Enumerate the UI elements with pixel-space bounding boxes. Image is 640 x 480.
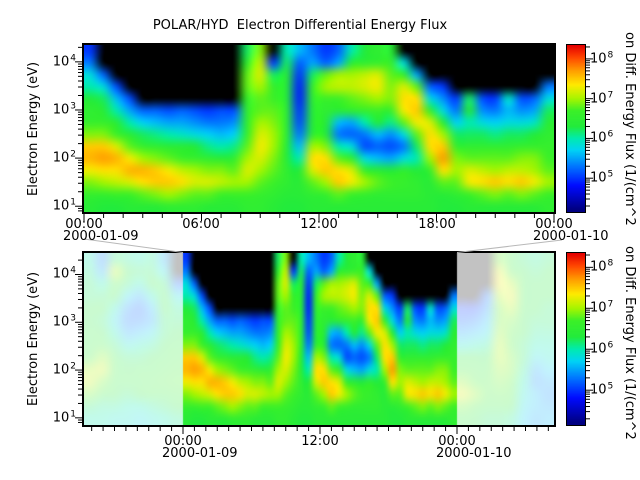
x-axis-date: 2000-01-10 [533,229,609,244]
y-tick-label: 102 [52,149,76,166]
y-tick-label: 103 [52,101,76,118]
colorbar-tick-label: 108 [590,50,614,67]
colorbar-tick-label: 107 [590,299,614,316]
x-axis-date: 2000-01-10 [436,446,512,461]
x-axis-date: 2000-01-09 [63,229,139,244]
x-tick-label: 12:00 [300,217,338,232]
y-tick-label: 101 [52,197,76,214]
x-tick-label: 00:00 [535,217,573,232]
colorbar-tick-label: 108 [590,258,614,275]
colorbar-axis-label-bottom: on Diff. Energy Flux (1/(cm^2 [622,246,637,440]
colorbar-top [567,45,585,212]
colorbar-bottom [567,253,585,425]
x-tick-label: 00:00 [65,217,103,232]
spectrogram-top-panel [84,45,554,212]
colorbar-tick-label: 105 [590,169,614,186]
colorbar-tick-label: 107 [590,90,614,107]
x-tick-label: 06:00 [182,217,220,232]
x-tick-label: 18:00 [418,217,456,232]
x-axis-date: 2000-01-09 [162,446,238,461]
colorbar-axis-label-top: on Diff. Energy Flux (1/(cm^2 [622,32,637,226]
x-tick-label: 12:00 [301,434,339,449]
page-title: POLAR/HYD Electron Differential Energy F… [152,18,448,33]
y-tick-label: 104 [52,265,76,282]
x-tick-label: 00:00 [438,434,476,449]
y-axis-label-top: Electron Energy (eV) [26,61,41,196]
spectrogram-bottom-panel [84,253,554,425]
x-tick-label: 00:00 [164,434,202,449]
y-tick-label: 103 [52,313,76,330]
y-tick-label: 101 [52,409,76,426]
colorbar-tick-label: 105 [590,381,614,398]
y-tick-label: 104 [52,53,76,70]
colorbar-tick-label: 106 [590,129,614,146]
y-tick-label: 102 [52,361,76,378]
colorbar-tick-label: 106 [590,340,614,357]
